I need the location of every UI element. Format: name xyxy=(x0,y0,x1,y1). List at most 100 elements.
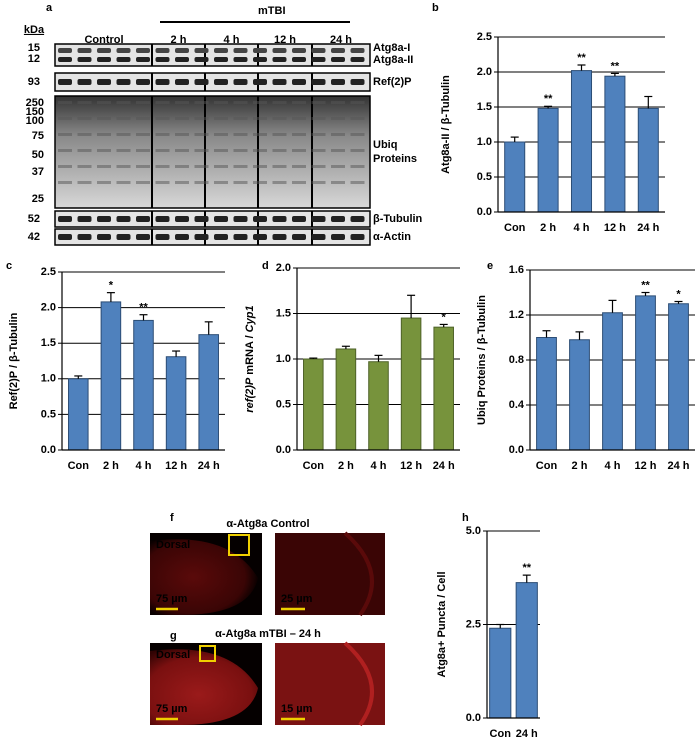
band xyxy=(77,149,92,152)
significance: ** xyxy=(611,60,620,72)
band xyxy=(155,117,170,120)
band xyxy=(292,79,306,85)
band xyxy=(58,117,72,120)
scale-bar-label: 75 µm xyxy=(156,593,188,605)
bar xyxy=(433,326,454,451)
band xyxy=(311,79,326,85)
band-label: Ref(2)P xyxy=(373,76,412,88)
band xyxy=(194,117,209,120)
band xyxy=(272,101,287,104)
x-tick-label: 12 h xyxy=(400,460,422,472)
kda-marker: 75 xyxy=(32,130,44,142)
band xyxy=(272,48,287,53)
band xyxy=(311,48,326,53)
band xyxy=(292,181,306,184)
y-tick-label: 0.0 xyxy=(477,206,492,218)
band xyxy=(292,133,306,136)
y-tick-label: 0.0 xyxy=(466,712,481,724)
bar xyxy=(198,334,219,451)
bar xyxy=(604,75,626,213)
panel-label: e xyxy=(487,260,493,272)
kda-marker: 15 xyxy=(28,42,40,54)
band xyxy=(311,149,326,152)
band-label: α-Actin xyxy=(373,231,411,243)
band xyxy=(292,117,306,120)
band xyxy=(194,79,209,85)
band-label: Ubiq xyxy=(373,139,397,151)
band xyxy=(136,48,150,53)
band xyxy=(311,165,326,168)
band xyxy=(350,101,365,104)
bar xyxy=(489,627,512,719)
band xyxy=(350,133,365,136)
zoom-box xyxy=(228,534,250,556)
significance: * xyxy=(109,280,114,292)
band xyxy=(58,165,72,168)
y-tick-label: 0.5 xyxy=(477,171,492,183)
band xyxy=(194,101,209,104)
band xyxy=(253,165,267,168)
band xyxy=(331,48,345,53)
bar xyxy=(668,303,689,451)
y-tick-label: 1.6 xyxy=(509,264,524,276)
band xyxy=(331,216,345,222)
band xyxy=(350,165,365,168)
image-title: α-Atg8a Control xyxy=(226,518,309,530)
band xyxy=(97,79,111,85)
band xyxy=(77,234,92,240)
band xyxy=(175,117,189,120)
band xyxy=(175,133,189,136)
band xyxy=(136,165,150,168)
y-axis-label: Ref(2)P / β-Tubulin xyxy=(8,312,20,409)
timepoint-label: 12 h xyxy=(274,34,296,46)
bar xyxy=(536,337,557,451)
band xyxy=(175,48,189,53)
group-label: mTBI xyxy=(258,5,286,17)
band xyxy=(155,234,170,240)
band xyxy=(175,234,189,240)
x-tick-label: 12 h xyxy=(604,222,626,234)
bar xyxy=(515,582,538,719)
band xyxy=(175,216,189,222)
band xyxy=(58,216,72,222)
band xyxy=(214,234,228,240)
band xyxy=(350,48,365,53)
band xyxy=(214,117,228,120)
x-tick-label: 4 h xyxy=(574,222,590,234)
band xyxy=(136,181,150,184)
band xyxy=(350,234,365,240)
band xyxy=(194,149,209,152)
x-tick-label: 4 h xyxy=(605,460,621,472)
y-tick-label: 0.8 xyxy=(509,354,524,366)
band-label: Atg8a-I xyxy=(373,42,410,54)
y-tick-label: 1.5 xyxy=(477,101,492,113)
bar xyxy=(537,107,559,213)
kda-marker: 37 xyxy=(32,166,44,178)
bar xyxy=(165,356,187,451)
band xyxy=(311,57,326,62)
band xyxy=(214,216,228,222)
band xyxy=(97,117,111,120)
bar xyxy=(335,348,357,451)
band xyxy=(194,133,209,136)
bar xyxy=(400,317,422,451)
band xyxy=(350,117,365,120)
band xyxy=(97,149,111,152)
band xyxy=(58,133,72,136)
y-tick-label: 2.5 xyxy=(477,31,492,43)
band xyxy=(350,149,365,152)
x-tick-label: 24 h xyxy=(433,460,455,472)
band xyxy=(136,133,150,136)
bar xyxy=(133,319,154,451)
band xyxy=(214,79,228,85)
y-tick-label: 0.0 xyxy=(276,444,291,456)
kda-marker: 42 xyxy=(28,231,40,243)
y-tick-label: 0.5 xyxy=(276,398,291,410)
tissue xyxy=(150,649,258,725)
group-label: Control xyxy=(84,34,123,46)
scale-bar-label: 15 µm xyxy=(281,703,313,715)
x-tick-label: 4 h xyxy=(136,460,152,472)
kda-marker: 52 xyxy=(28,213,40,225)
band xyxy=(97,165,111,168)
